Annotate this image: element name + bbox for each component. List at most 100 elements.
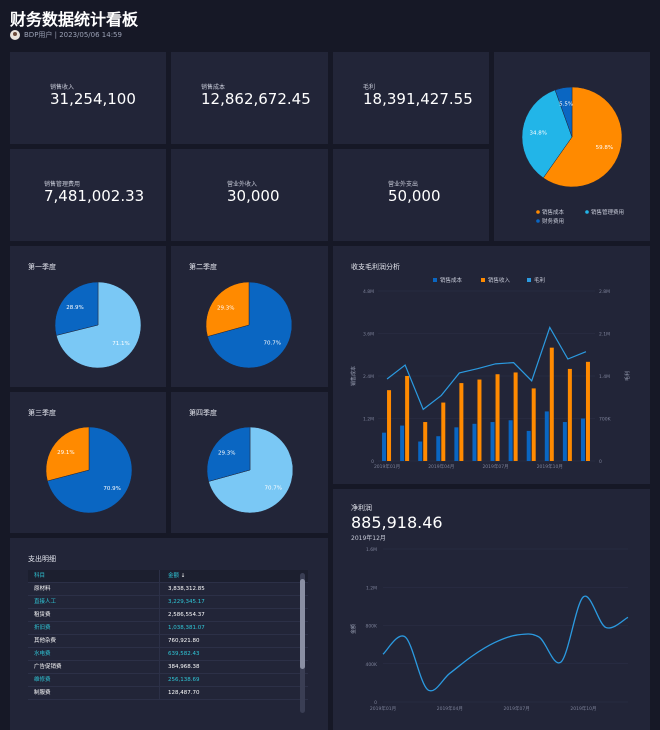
- table-scrollbar[interactable]: [300, 573, 305, 713]
- q4-title: 第四季度: [189, 409, 217, 417]
- bar-sales-revenue[interactable]: [405, 376, 410, 461]
- pie-slice[interactable]: [207, 281, 293, 369]
- header-amount[interactable]: 金额 ↓: [160, 570, 185, 582]
- bar-sales-cost[interactable]: [418, 441, 423, 461]
- bar-sales-cost[interactable]: [508, 420, 513, 461]
- kpi-label: 营业外支出: [388, 181, 419, 188]
- pie-slice[interactable]: [55, 281, 142, 369]
- bar-sales-cost[interactable]: [472, 423, 477, 461]
- cell-amount: 128,487.70: [168, 690, 200, 696]
- x-tick: 2019年10月: [570, 705, 596, 712]
- expense-title: 支出明细: [28, 555, 56, 563]
- kpi-label: 销售成本: [201, 84, 226, 91]
- bar-sales-cost[interactable]: [580, 418, 585, 462]
- table-row[interactable]: 折旧费 1,038,381.07: [28, 622, 308, 635]
- cell-subject: 水电费: [28, 648, 160, 660]
- pie-slice[interactable]: [521, 89, 573, 179]
- x-tick: 2019年10月: [537, 463, 563, 470]
- pie-slice[interactable]: [47, 426, 133, 514]
- q2-pie-card: 第二季度 70.7% 29.3%: [171, 246, 328, 387]
- table-row[interactable]: 其他杂费 760,921.80: [28, 635, 308, 648]
- bar-sales-cost[interactable]: [562, 422, 567, 461]
- pie-slice-label: 71.1%: [112, 341, 129, 347]
- legend-label[interactable]: 销售收入: [488, 276, 511, 284]
- page-meta: BDP用户 | 2023/05/06 14:59: [10, 30, 122, 40]
- bar-sales-revenue[interactable]: [513, 372, 518, 461]
- cell-amount: 3,229,345.17: [168, 599, 205, 605]
- cell-subject: 其他杂费: [28, 635, 160, 647]
- pie-slice[interactable]: [542, 86, 623, 188]
- y-tick-left: 0: [371, 459, 374, 465]
- pie-slice[interactable]: [208, 426, 294, 514]
- y-tick-right: 700K: [599, 417, 612, 423]
- table-row[interactable]: 原材料 3,838,312.85: [28, 583, 308, 596]
- legend-marker: [536, 219, 540, 223]
- pie-slice-label: 29.1%: [57, 450, 74, 456]
- table-row[interactable]: 直接人工 3,229,345.17: [28, 596, 308, 609]
- legend-marker: [585, 210, 589, 214]
- table-row[interactable]: 租赁费 2,586,554.37: [28, 609, 308, 622]
- cell-amount: 2,586,554.37: [168, 612, 205, 618]
- bar-sales-revenue[interactable]: [477, 379, 482, 461]
- line-gross-profit[interactable]: [386, 325, 587, 411]
- bar-sales-cost[interactable]: [544, 411, 549, 461]
- bar-sales-revenue[interactable]: [549, 347, 554, 461]
- bar-sales-revenue[interactable]: [423, 422, 428, 461]
- header-subject[interactable]: 科目: [28, 570, 160, 582]
- bar-sales-revenue[interactable]: [585, 361, 590, 461]
- legend-label[interactable]: 毛利: [534, 276, 545, 284]
- table-row[interactable]: 广告促销费 384,968.38: [28, 661, 308, 674]
- legend-marker: [527, 278, 531, 282]
- y-tick-right: 2.8M: [599, 289, 610, 295]
- kpi-value: 12,862,672.45: [201, 90, 311, 108]
- header-amount-label: 金额: [168, 573, 180, 579]
- bar-sales-cost[interactable]: [382, 432, 387, 461]
- table-row[interactable]: 维修费 256,138.69: [28, 674, 308, 687]
- q3-pie-chart[interactable]: 70.9% 29.1%: [10, 392, 166, 533]
- kpi-label: 销售收入: [50, 84, 75, 91]
- expense-table: 科目 金额 ↓ 原材料 3,838,312.85 直接人工 3,229,345.17 租…: [28, 570, 308, 700]
- bar-sales-cost[interactable]: [454, 427, 459, 461]
- y-tick-right: 0: [599, 459, 602, 465]
- q1-pie-chart[interactable]: 71.1% 28.9%: [10, 246, 166, 387]
- bar-sales-revenue[interactable]: [387, 390, 392, 461]
- bar-sales-cost[interactable]: [436, 436, 441, 461]
- scrollbar-thumb[interactable]: [300, 579, 305, 669]
- q2-pie-chart[interactable]: 70.7% 29.3%: [171, 246, 328, 387]
- q4-pie-chart[interactable]: 70.7% 29.3%: [171, 392, 328, 533]
- bar-sales-revenue[interactable]: [495, 374, 500, 461]
- net-profit-line[interactable]: [382, 595, 629, 692]
- bar-sales-revenue[interactable]: [531, 388, 536, 461]
- cell-amount: 1,038,381.07: [168, 625, 205, 631]
- pie-slice[interactable]: [45, 426, 90, 482]
- y-tick-left: 2.4M: [363, 374, 374, 380]
- pie-slice[interactable]: [54, 281, 99, 336]
- bar-sales-revenue[interactable]: [459, 383, 464, 461]
- y-tick: 1.6M: [366, 547, 377, 553]
- pie-slice-label: 29.3%: [217, 305, 234, 311]
- kpi-card-sales-revenue: 销售收入 31,254,100: [10, 52, 166, 144]
- net-profit-period: 2019年12月: [351, 535, 386, 542]
- x-tick: 2019年01月: [370, 705, 396, 712]
- y-axis-label: 金额: [350, 624, 357, 634]
- pie-slice[interactable]: [206, 426, 251, 482]
- q3-title: 第三季度: [28, 409, 56, 417]
- bar-sales-revenue[interactable]: [441, 402, 446, 461]
- net-profit-chart[interactable]: 0 400K 800K 1.2M 1.6M 金额 2019年01月 2019年04月 2019年…: [333, 489, 650, 730]
- y-tick: 800K: [365, 624, 378, 630]
- bar-sales-cost[interactable]: [490, 422, 495, 461]
- kpi-value: 18,391,427.55: [363, 90, 473, 108]
- bar-sales-revenue[interactable]: [567, 368, 572, 461]
- bar-sales-cost[interactable]: [400, 425, 405, 461]
- pie-slice[interactable]: [554, 86, 573, 138]
- sort-desc-icon[interactable]: ↓: [180, 573, 186, 579]
- pie-slice[interactable]: [205, 281, 250, 337]
- table-row[interactable]: 制服费 128,487.70: [28, 687, 308, 700]
- table-row[interactable]: 水电费 639,582.43: [28, 648, 308, 661]
- bar-sales-cost[interactable]: [526, 430, 531, 461]
- legend-label[interactable]: 销售成本: [440, 276, 463, 284]
- kpi-value: 30,000: [227, 187, 280, 205]
- q1-title: 第一季度: [28, 263, 56, 271]
